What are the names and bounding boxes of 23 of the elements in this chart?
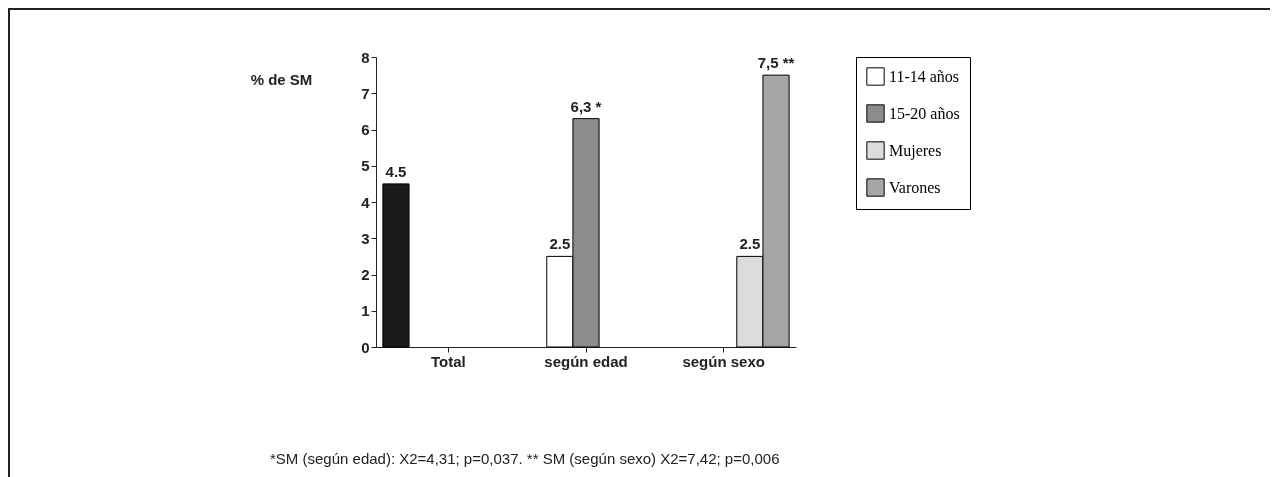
data-label: 7,5 **	[757, 54, 795, 72]
y-tick-label: 6	[361, 121, 370, 138]
y-tick-label: 0	[361, 338, 370, 356]
text: *SM (según edad): X2=4,31; p=0,037. ** SM (según sexo) X2=7,42; p=0,006	[270, 450, 780, 467]
legend-label: 11-14 años	[889, 67, 960, 85]
y-tick-label: 4	[361, 193, 371, 211]
x-tick-label: Total	[430, 352, 466, 370]
x-tick-label: según edad	[544, 352, 628, 370]
y-tick-label: 5	[361, 157, 370, 175]
legend-label: 15-20 años	[889, 104, 960, 122]
y-tick-label: 3	[361, 229, 370, 247]
data-label: 6,3 *	[570, 97, 602, 115]
data-label: 2.5	[739, 235, 761, 253]
y-tick-label: 7	[361, 84, 370, 102]
y-tick-label: 2	[361, 266, 370, 283]
data-label: 2.5	[549, 235, 571, 253]
y-tick-label: 8	[361, 48, 370, 66]
data-label: 4.5	[385, 162, 407, 180]
x-tick-label: según sexo	[682, 352, 765, 370]
y-axis-title: % de SM	[250, 70, 313, 88]
legend-label: Varones	[889, 178, 941, 196]
legend-label: Mujeres	[889, 141, 942, 160]
y-tick-label: 1	[361, 302, 370, 320]
